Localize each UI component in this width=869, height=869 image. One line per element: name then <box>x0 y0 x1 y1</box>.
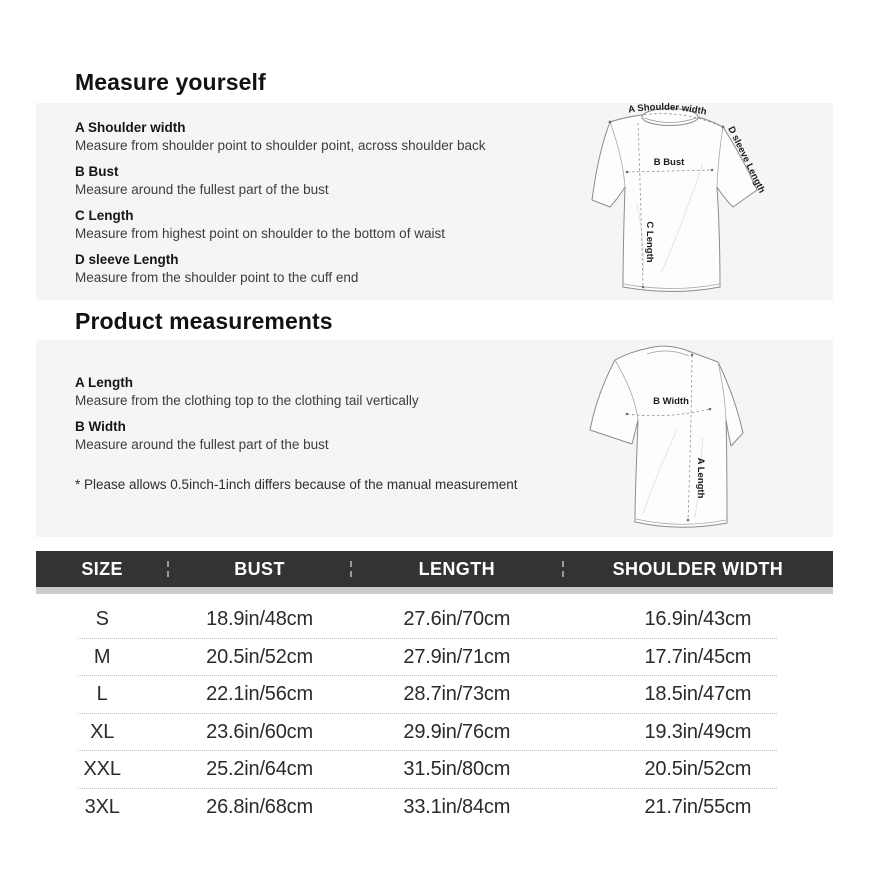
bust-cell: 23.6in/60cm <box>206 720 313 743</box>
table-row: 3XL 26.8in/68cm 33.1in/84cm 21.7in/55cm <box>36 787 833 827</box>
measure-item: A Length Measure from the clothing top t… <box>75 375 575 408</box>
measure-item-label: B Bust <box>75 164 119 179</box>
size-cell: 3XL <box>84 795 120 818</box>
size-cell: XL <box>90 720 115 743</box>
bust-cell: 20.5in/52cm <box>206 645 313 668</box>
header-shoulder-width: SHOULDER WIDTH <box>561 551 833 587</box>
measure-item: B Bust Measure around the fullest part o… <box>75 164 575 197</box>
measure-instructions: A Shoulder width Measure from shoulder p… <box>75 103 575 296</box>
measure-item-label: C Length <box>75 208 134 223</box>
tshirt-front-diagram: A Shoulder width B Bust C Length D sleev… <box>591 102 765 292</box>
measure-item: C Length Measure from highest point on s… <box>75 208 575 241</box>
diagram-bust-label: B Bust <box>654 157 685 168</box>
measure-item: A Shoulder width Measure from shoulder p… <box>75 120 575 153</box>
size-cell: L <box>96 683 108 706</box>
measure-item-label: B Width <box>75 419 126 434</box>
measure-item-description: Measure from shoulder point to shoulder … <box>75 138 486 153</box>
length-line <box>637 122 644 288</box>
length-cell: 31.5in/80cm <box>403 758 511 781</box>
measure-yourself-title: Measure yourself <box>75 69 266 95</box>
size-chart-body: S 18.9in/48cm 27.6in/70cm 16.9in/43cm M … <box>36 594 833 826</box>
header-shadow-strip <box>36 587 833 594</box>
bust-cell: 26.8in/68cm <box>206 795 313 818</box>
size-cell: M <box>93 645 111 668</box>
size-cell: S <box>95 608 109 631</box>
shoulder-width-cell: 19.3in/49cm <box>644 720 752 743</box>
measure-item-description: Measure from the shoulder point to the c… <box>75 270 359 285</box>
bust-cell: 18.9in/48cm <box>206 608 313 631</box>
length-cell: 27.9in/71cm <box>403 645 511 668</box>
shoulder-width-cell: 16.9in/43cm <box>644 608 752 631</box>
shoulder-width-cell: 18.5in/47cm <box>644 683 752 706</box>
diagram-length-label: A Length <box>695 458 706 499</box>
size-chart-table: SIZE BUST LENGTH SHOULDER WIDTH S 18.9in… <box>36 551 833 826</box>
diagram-length-label: C Length <box>644 221 655 262</box>
measure-item-description: Measure from highest point on shoulder t… <box>75 226 445 241</box>
measurement-tolerance-note: * Please allows 0.5inch-1inch differs be… <box>75 477 518 492</box>
diagram-width-label: B Width <box>653 396 689 407</box>
table-row: XXL 25.2in/64cm 31.5in/80cm 20.5in/52cm <box>36 750 833 789</box>
measure-item: D sleeve Length Measure from the shoulde… <box>75 252 575 285</box>
table-row: XL 23.6in/60cm 29.9in/76cm 19.3in/49cm <box>36 712 833 752</box>
shoulder-width-cell: 17.7in/45cm <box>644 645 752 668</box>
size-cell: XXL <box>83 758 121 781</box>
shoulder-width-cell: 21.7in/55cm <box>644 795 752 818</box>
measure-item-description: Measure around the fullest part of the b… <box>75 182 329 197</box>
measure-item-label: A Shoulder width <box>75 120 186 135</box>
bust-cell: 25.2in/64cm <box>206 758 313 781</box>
length-cell: 29.9in/76cm <box>403 720 511 743</box>
length-cell: 28.7in/73cm <box>403 683 511 706</box>
measure-item-description: Measure from the clothing top to the clo… <box>75 393 419 408</box>
header-length: LENGTH <box>349 551 563 587</box>
width-line <box>626 408 711 417</box>
measure-item-label: A Length <box>75 375 133 390</box>
table-row: S 18.9in/48cm 27.6in/70cm 16.9in/43cm <box>36 601 833 639</box>
shoulder-width-cell: 20.5in/52cm <box>644 758 752 781</box>
product-measurements-panel: A Length Measure from the clothing top t… <box>36 340 833 537</box>
measure-yourself-panel: A Shoulder width Measure from shoulder p… <box>36 102 833 300</box>
size-chart-header: SIZE BUST LENGTH SHOULDER WIDTH <box>36 551 833 587</box>
measure-item-description: Measure around the fullest part of the b… <box>75 437 329 452</box>
bust-cell: 22.1in/56cm <box>206 683 313 706</box>
product-measurements-title: Product measurements <box>75 308 333 334</box>
header-bust: BUST <box>167 551 351 587</box>
header-size: SIZE <box>81 558 123 579</box>
length-line <box>687 354 693 521</box>
tshirt-back-diagram: B Width A Length <box>589 345 744 528</box>
table-row: M 20.5in/52cm 27.9in/71cm 17.7in/45cm <box>36 637 833 677</box>
length-cell: 27.6in/70cm <box>403 608 511 631</box>
product-instructions: A Length Measure from the clothing top t… <box>75 340 575 492</box>
bust-line <box>626 169 713 173</box>
table-row: L 22.1in/56cm 28.7in/73cm 18.5in/47cm <box>36 675 833 714</box>
length-cell: 33.1in/84cm <box>403 795 511 818</box>
measure-item-label: D sleeve Length <box>75 252 179 267</box>
measure-item: B Width Measure around the fullest part … <box>75 419 575 452</box>
